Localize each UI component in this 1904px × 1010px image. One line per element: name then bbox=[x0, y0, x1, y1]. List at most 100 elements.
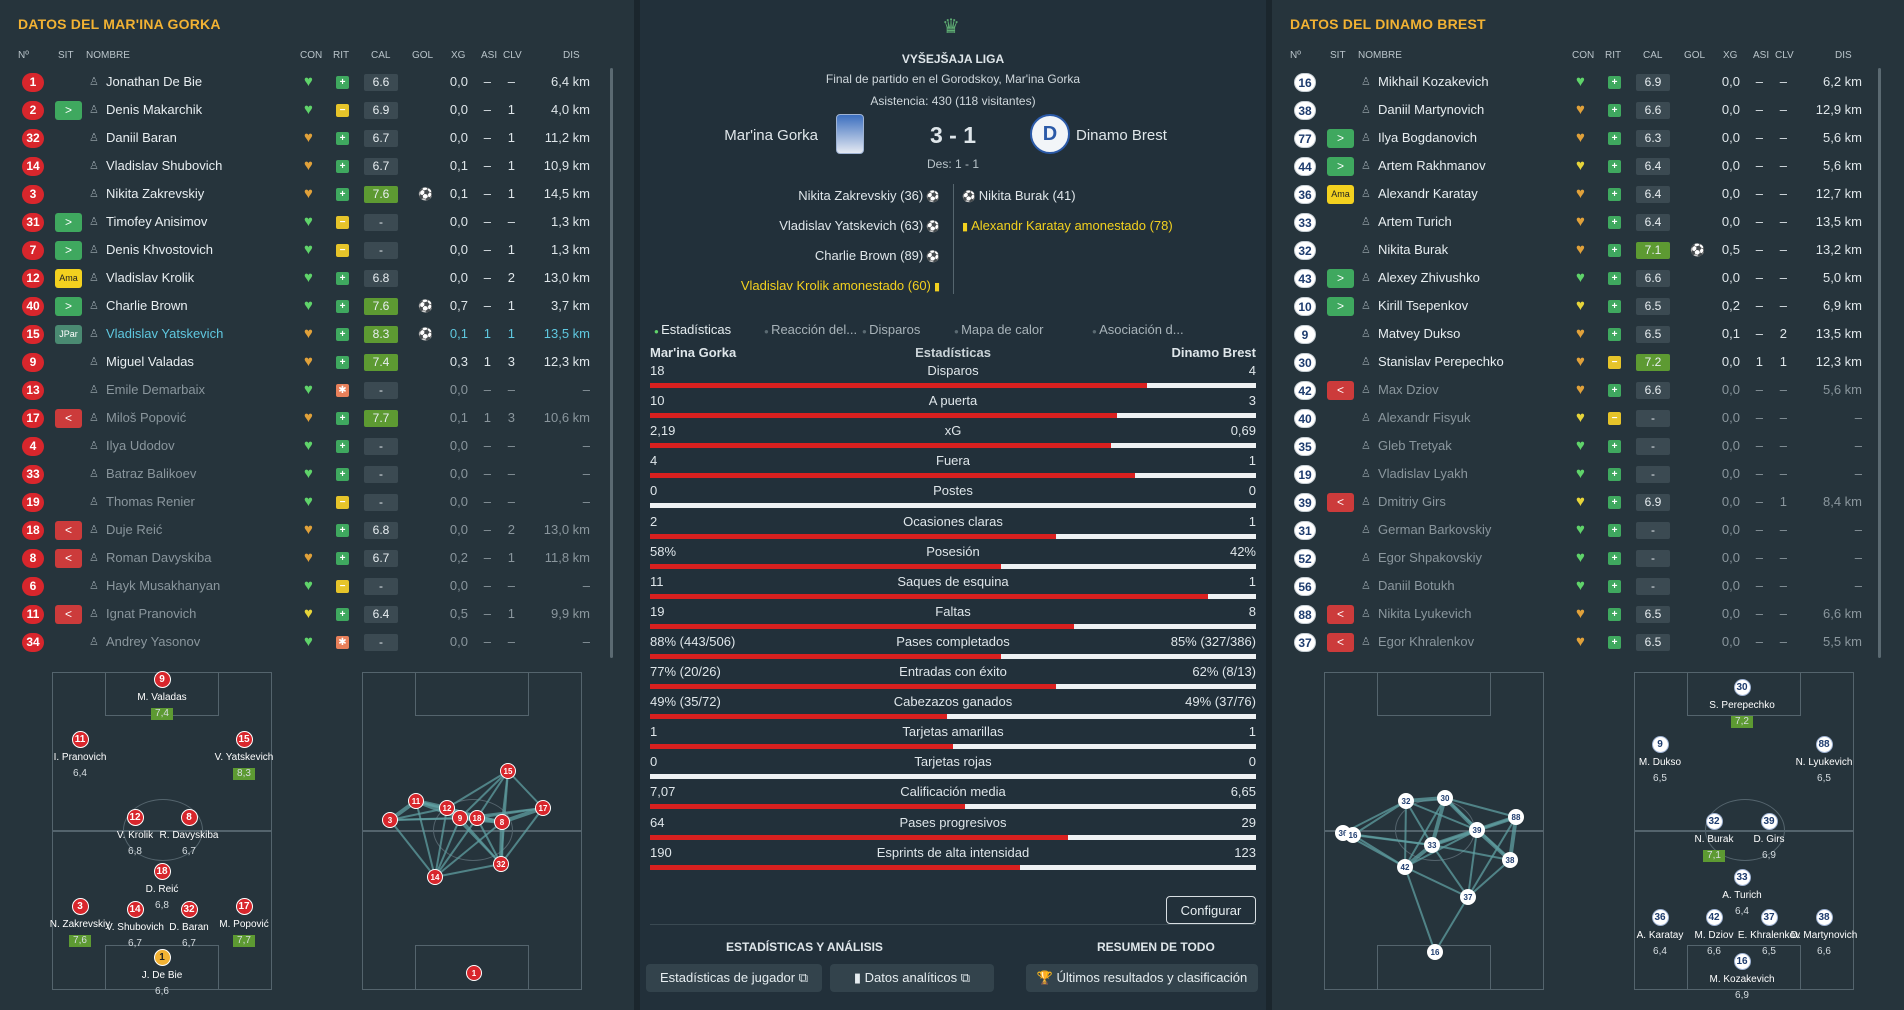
player-row[interactable]: 52 ♙ Egor Shpakovskiy ♥ + -0,0– – – bbox=[1272, 544, 1904, 572]
player-row[interactable]: 18 < ♙ Duje Reić ♥ +6.8 0,0– 2 13,0 km bbox=[0, 516, 634, 544]
col-num[interactable]: Nº bbox=[1290, 50, 1301, 61]
player-row[interactable]: 31 ♙ German Barkovskiy ♥ + -0,0– – – bbox=[1272, 516, 1904, 544]
player-row[interactable]: 43 > ♙ Alexey Zhivushko ♥ +6.6 0,0– –5,0 km bbox=[1272, 264, 1904, 292]
player-row[interactable]: 32 ♙ Daniil Baran ♥ +6.7 0,0– 1 11,2 km bbox=[0, 124, 634, 152]
formation-player[interactable]: 3 N. Zakrevskiy 7,6 bbox=[40, 897, 120, 947]
player-row[interactable]: 35 ♙ Gleb Tretyak ♥ + -0,0– – – bbox=[1272, 432, 1904, 460]
player-row[interactable]: 4 ♙ Ilya Udodov ♥ + -0,0– – – bbox=[0, 432, 634, 460]
player-row[interactable]: 17 < ♙ Miloš Popović ♥ +7.7 0,1 1 3 10,6 km bbox=[0, 404, 634, 432]
formation-player[interactable]: 11 I. Pranovich 6,4 bbox=[40, 730, 120, 780]
player-name[interactable]: Roman Davyskiba bbox=[106, 550, 212, 565]
formation-player[interactable]: 1 J. De Bie 6,6 bbox=[122, 948, 202, 998]
tab-3[interactable]: ● Disparos bbox=[862, 322, 920, 337]
player-name[interactable]: Egor Shpakovskiy bbox=[1378, 550, 1483, 565]
player-name[interactable]: Nikita Zakrevskiy bbox=[106, 186, 205, 201]
player-name[interactable]: Alexey Zhivushko bbox=[1378, 270, 1480, 285]
pass-node[interactable]: 42 bbox=[1397, 859, 1413, 875]
player-row[interactable]: 11 < ♙ Ignat Pranovich ♥ +6.4 0,5– 1 9,9 km bbox=[0, 600, 634, 628]
player-row[interactable]: 19 ♙ Vladislav Lyakh ♥ + -0,0– – – bbox=[1272, 460, 1904, 488]
player-name[interactable]: Stanislav Perepechko bbox=[1378, 354, 1504, 369]
formation-player[interactable]: 15 V. Yatskevich 8,3 bbox=[204, 730, 284, 780]
player-name[interactable]: Ilya Udodov bbox=[106, 438, 175, 453]
col-name[interactable]: NOMBRE bbox=[1358, 50, 1402, 61]
player-name[interactable]: Thomas Renier bbox=[106, 494, 195, 509]
player-name[interactable]: Jonathan De Bie bbox=[106, 74, 203, 89]
col-cal[interactable]: CAL bbox=[371, 50, 391, 61]
player-name[interactable]: Vladislav Krolik bbox=[106, 270, 195, 285]
player-row[interactable]: 7 > ♙ Denis Khvostovich ♥ − - 0,0– 1 1,3 km bbox=[0, 236, 634, 264]
formation-player[interactable]: 14 V. Shubovich 6,7 bbox=[95, 900, 175, 950]
pass-node[interactable]: 38 bbox=[1502, 852, 1518, 868]
formation-player[interactable]: 39 D. Girs 6,9 bbox=[1729, 812, 1809, 862]
formation-player[interactable]: 32 N. Burak 7,1 bbox=[1674, 812, 1754, 862]
player-row[interactable]: 14 ♙ Vladislav Shubovich ♥ +6.7 0,1– 1 10,9 km bbox=[0, 152, 634, 180]
analytics-button[interactable]: ▮ Datos analíticos ⧉ bbox=[830, 964, 994, 992]
col-asi[interactable]: ASI bbox=[481, 50, 498, 61]
player-row[interactable]: 88 < ♙ Nikita Lyukevich ♥ +6.5 0,0– –6,6 km bbox=[1272, 600, 1904, 628]
results-button[interactable]: 🏆 Últimos resultados y clasificación bbox=[1026, 964, 1258, 992]
pass-node[interactable]: 3 bbox=[382, 812, 398, 828]
pass-node[interactable]: 37 bbox=[1460, 889, 1476, 905]
pass-node[interactable]: 17 bbox=[535, 800, 551, 816]
tab-5[interactable]: ● Asociación d... bbox=[1092, 322, 1184, 337]
player-name[interactable]: Charlie Brown bbox=[106, 298, 188, 313]
formation-player[interactable]: 36 A. Karatay 6,4 bbox=[1620, 908, 1700, 958]
player-row[interactable]: 13 ♙ Emile Demarbaix ♥ ✱ -0,0– – – bbox=[0, 376, 634, 404]
formation-player[interactable]: 38 D. Martynovich 6,6 bbox=[1784, 908, 1864, 958]
player-row[interactable]: 33 ♙ Batraz Balikoev ♥ + -0,0– – – bbox=[0, 460, 634, 488]
col-rit[interactable]: RIT bbox=[1605, 50, 1622, 61]
pass-node[interactable]: 14 bbox=[427, 869, 443, 885]
player-name[interactable]: German Barkovskiy bbox=[1378, 522, 1492, 537]
col-gol[interactable]: GOL bbox=[412, 50, 434, 61]
home-list-scrollbar[interactable] bbox=[610, 68, 613, 658]
formation-player[interactable]: 33 A. Turich 6,4 bbox=[1702, 868, 1782, 918]
player-row[interactable]: 16 ♙ Mikhail Kozakevich ♥ +6.9 0,0– –6,2 km bbox=[1272, 68, 1904, 96]
player-row[interactable]: 6 ♙ Hayk Musakhanyan ♥ − -0,0– – – bbox=[0, 572, 634, 600]
player-name[interactable]: Vladislav Lyakh bbox=[1378, 466, 1468, 481]
player-name[interactable]: Batraz Balikoev bbox=[106, 466, 197, 481]
formation-player[interactable]: 42 M. Dziov 6,6 bbox=[1674, 908, 1754, 958]
col-dis[interactable]: DIS bbox=[563, 50, 580, 61]
formation-player[interactable]: 37 E. Khralenkov 6,5 bbox=[1729, 908, 1809, 958]
player-row[interactable]: 37 < ♙ Egor Khralenkov ♥ +6.5 0,0– –5,5 km bbox=[1272, 628, 1904, 656]
player-row[interactable]: 9 ♙ Miguel Valadas ♥ +7.4 0,3 1 3 12,3 km bbox=[0, 348, 634, 376]
player-name[interactable]: Matvey Dukso bbox=[1378, 326, 1461, 341]
pass-node[interactable]: 9 bbox=[452, 810, 468, 826]
player-name[interactable]: Kirill Tsepenkov bbox=[1378, 298, 1469, 313]
player-row[interactable]: 33 ♙ Artem Turich ♥ +6.4 0,0– –13,5 km bbox=[1272, 208, 1904, 236]
col-rit[interactable]: RIT bbox=[333, 50, 350, 61]
player-name[interactable]: Nikita Burak bbox=[1378, 242, 1449, 257]
player-name[interactable]: Egor Khralenkov bbox=[1378, 634, 1475, 649]
formation-player[interactable]: 16 M. Kozakevich 6,9 bbox=[1702, 952, 1782, 1002]
pass-node[interactable]: 30 bbox=[1437, 790, 1453, 806]
player-name[interactable]: Denis Makarchik bbox=[106, 102, 203, 117]
player-row[interactable]: 36 Ama ♙ Alexandr Karatay ♥ +6.4 0,0– –12,7 km bbox=[1272, 180, 1904, 208]
player-name[interactable]: Vladislav Shubovich bbox=[106, 158, 223, 173]
pass-node[interactable]: 32 bbox=[1398, 793, 1414, 809]
player-name[interactable]: Dmitriy Girs bbox=[1378, 494, 1446, 509]
col-con[interactable]: CON bbox=[1572, 50, 1595, 61]
player-row[interactable]: 44 > ♙ Artem Rakhmanov ♥ +6.4 0,0– –5,6 km bbox=[1272, 152, 1904, 180]
pass-node[interactable]: 88 bbox=[1508, 809, 1524, 825]
configure-button[interactable]: Configurar bbox=[1166, 896, 1256, 924]
formation-player[interactable]: 17 M. Popović 7,7 bbox=[204, 897, 284, 947]
pass-node[interactable]: 33 bbox=[1424, 837, 1440, 853]
col-sit[interactable]: SIT bbox=[1330, 50, 1346, 61]
player-name[interactable]: Denis Khvostovich bbox=[106, 242, 213, 257]
col-clv[interactable]: CLV bbox=[1775, 50, 1794, 61]
pass-node[interactable]: 18 bbox=[469, 810, 485, 826]
col-asi[interactable]: ASI bbox=[1753, 50, 1770, 61]
player-row[interactable]: 10 > ♙ Kirill Tsepenkov ♥ +6.5 0,2– –6,9 km bbox=[1272, 292, 1904, 320]
player-name[interactable]: Daniil Martynovich bbox=[1378, 102, 1485, 117]
player-row[interactable]: 12 Ama ♙ Vladislav Krolik ♥ +6.8 0,0– 2 13,0 km bbox=[0, 264, 634, 292]
player-row[interactable]: 56 ♙ Daniil Botukh ♥ + -0,0– – – bbox=[1272, 572, 1904, 600]
formation-player[interactable]: 9 M. Dukso 6,5 bbox=[1620, 735, 1700, 785]
player-name[interactable]: Gleb Tretyak bbox=[1378, 438, 1452, 453]
tab-4[interactable]: ● Mapa de calor bbox=[954, 322, 1043, 337]
player-name[interactable]: Miloš Popović bbox=[106, 410, 187, 425]
player-row[interactable]: 39 < ♙ Dmitriy Girs ♥ +6.9 0,0– 1 8,4 km bbox=[1272, 488, 1904, 516]
col-sit[interactable]: SIT bbox=[58, 50, 74, 61]
player-name[interactable]: Nikita Lyukevich bbox=[1378, 606, 1472, 621]
formation-player[interactable]: 32 D. Baran 6,7 bbox=[149, 900, 229, 950]
player-row[interactable]: 40 > ♙ Charlie Brown ♥ +7.6 ⚽ 0,7– 1 3,7 km bbox=[0, 292, 634, 320]
